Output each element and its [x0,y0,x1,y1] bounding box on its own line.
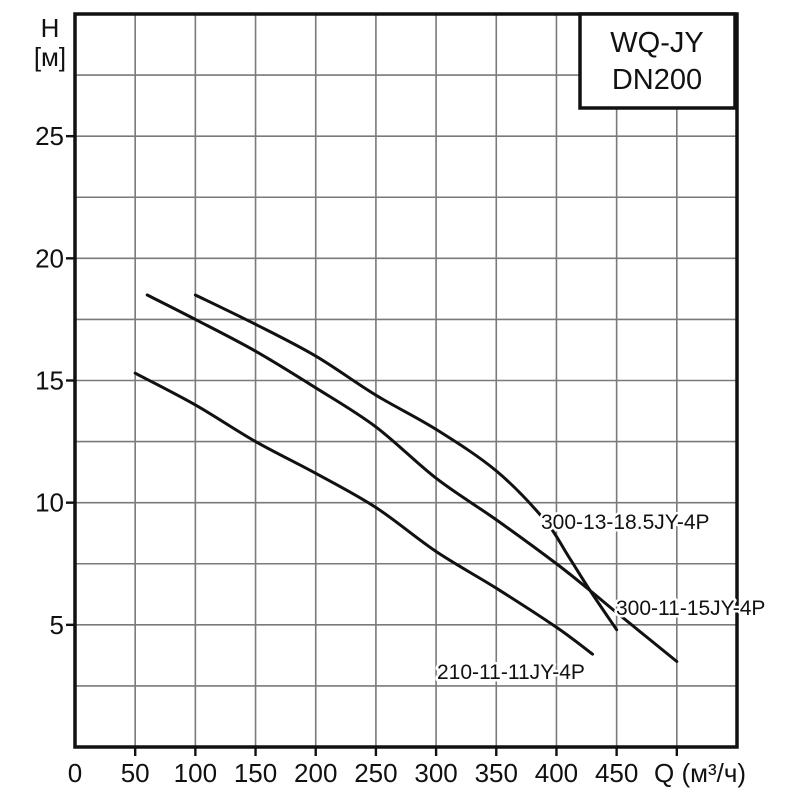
x-tick-label: 0 [68,758,82,788]
curve-300-11-15jy-4p [145,293,679,663]
axis-ticks [66,134,679,756]
plot-frame [73,12,739,749]
x-tick-label: 50 [121,758,150,788]
curve-300-13-18-5jy-4p [193,293,619,632]
axis-tick-labels: 0 50 100 150 200 250 300 350 400 450 5 10 15 20 25 [35,121,638,788]
x-tick-label: 200 [294,758,337,788]
x-tick-label: 250 [354,758,397,788]
pump-curves [133,293,679,663]
x-axis-unit: Q (м³/ч) [654,758,746,788]
curve-labels: 300-13-18.5JY-4P 300-11-15JY-4P 210-11-11J… [435,509,768,687]
x-tick-label: 350 [475,758,518,788]
x-tick-label: 450 [595,758,638,788]
title-box-frame [578,12,737,110]
y-axis-unit: [м] [34,42,66,72]
x-tick-label: 150 [234,758,277,788]
curve-label-300-13-18-5jy-4p: 300-13-18.5JY-4P [541,511,710,534]
x-tick-label: 100 [174,758,217,788]
title-box: WQ-JY DN200 [578,12,737,110]
y-tick-label: 10 [35,488,64,518]
y-axis-name: H [41,13,60,43]
curve-210-11-11jy-4p [133,371,595,656]
y-tick-label: 5 [50,610,64,640]
title-flange-size: DN200 [612,64,702,96]
curve-label-210-11-11jy-4p: 210-11-11JY-4P [437,661,585,684]
y-tick-label: 25 [35,121,64,151]
title-model-series: WQ-JY [610,27,703,59]
curve-label-300-11-15jy-4p: 300-11-15JY-4P [616,597,765,620]
grid-lines [75,14,737,747]
x-tick-label: 300 [414,758,457,788]
y-tick-label: 20 [35,243,64,273]
x-tick-label: 400 [535,758,578,788]
y-tick-label: 15 [35,366,64,396]
